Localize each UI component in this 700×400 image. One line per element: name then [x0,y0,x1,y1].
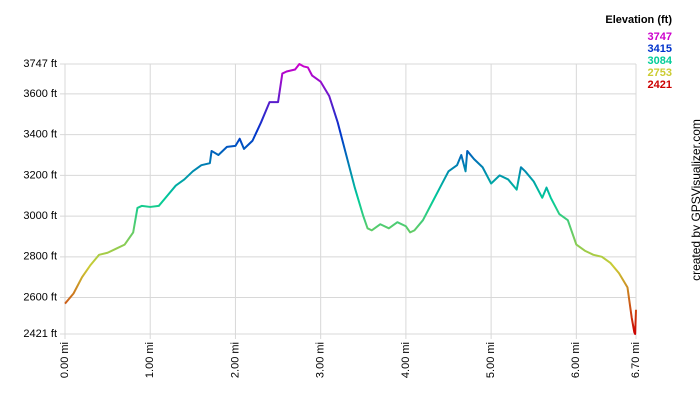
x-tick-label: 2.00 mi [229,342,241,378]
y-tick-label: 2600 ft [23,291,57,303]
legend-title: Elevation (ft) [605,14,672,26]
elevation-line [64,63,637,335]
y-tick-label: 3200 ft [23,169,57,181]
x-tick-label: 6.70 mi [630,342,642,378]
x-tick-label: 1.00 mi [144,342,156,378]
legend-value: 3747 [648,31,672,43]
x-tick-label: 4.00 mi [400,342,412,378]
y-tick-label: 3000 ft [23,210,57,222]
legend-value: 2421 [648,79,672,91]
legend-value: 3084 [648,55,673,67]
y-tick-label: 2421 ft [23,328,57,340]
x-tick-label: 6.00 mi [570,342,582,378]
y-tick-label: 2800 ft [23,251,57,263]
y-tick-label: 3747 ft [23,58,57,70]
y-tick-label: 3400 ft [23,129,57,141]
y-tick-label: 3600 ft [23,88,57,100]
x-tick-label: 5.00 mi [485,342,497,378]
legend-value: 2753 [648,67,672,79]
credit: created by GPSVisualizer.com [689,119,700,281]
legend-value: 3415 [648,43,672,55]
x-tick-label: 0.00 mi [59,342,71,378]
x-tick-label: 3.00 mi [315,342,327,378]
